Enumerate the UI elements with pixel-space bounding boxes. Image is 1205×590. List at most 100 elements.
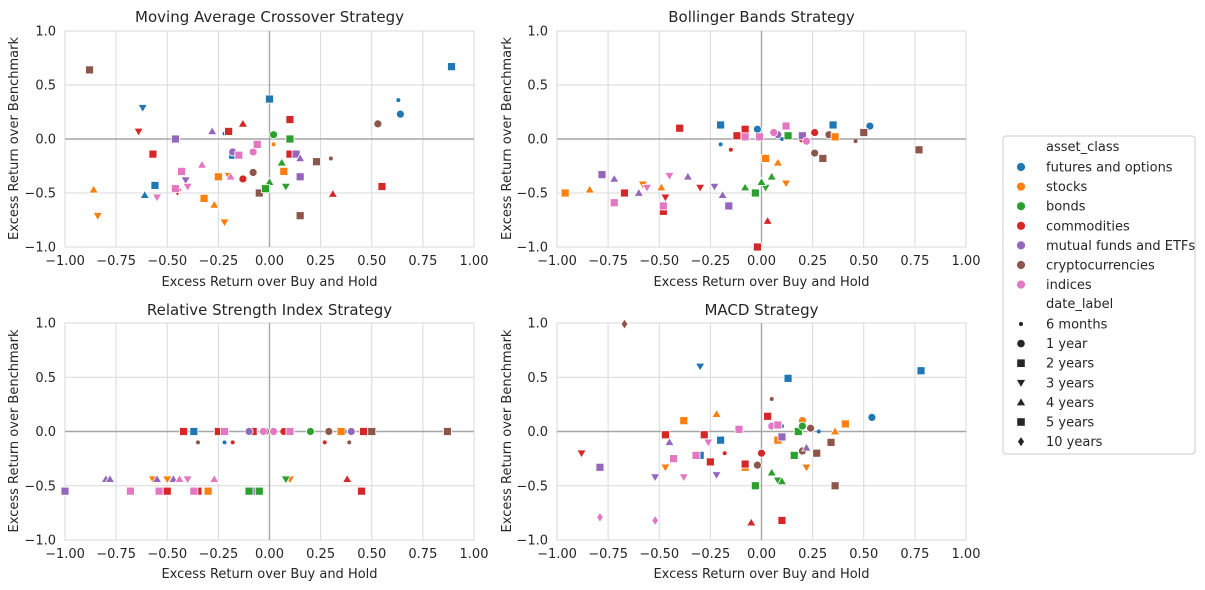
data-point — [295, 172, 305, 182]
data-point — [709, 182, 720, 192]
data-point — [773, 420, 783, 430]
data-point — [171, 134, 180, 144]
data-point — [740, 124, 750, 134]
data-point — [716, 435, 725, 445]
data-point — [162, 486, 172, 496]
y-tick-label: 1.0 — [35, 25, 56, 40]
y-tick-label: −0.5 — [24, 187, 56, 202]
data-point — [324, 427, 334, 436]
data-point — [691, 450, 701, 460]
y-tick-label: 0.0 — [35, 425, 56, 440]
data-point — [798, 421, 807, 431]
data-point — [367, 427, 377, 436]
data-point — [234, 150, 244, 160]
y-tick-label: −0.5 — [516, 187, 548, 202]
data-point — [651, 514, 660, 527]
data-point — [750, 481, 760, 491]
y-axis-label: Excess Return over Benchmark — [7, 329, 22, 532]
legend-marker — [1015, 379, 1027, 389]
data-point — [853, 139, 858, 144]
x-tick-label: 0.50 — [357, 547, 386, 562]
data-point — [196, 159, 208, 169]
scatter-points — [576, 318, 926, 527]
data-point — [810, 148, 820, 158]
x-tick-label: 0.00 — [747, 547, 776, 562]
legend-marker — [1016, 417, 1026, 427]
data-point — [252, 139, 262, 149]
data-point — [285, 115, 295, 124]
legend-label: futures and options — [1046, 161, 1173, 176]
y-tick-label: −1.0 — [24, 534, 56, 549]
data-point — [732, 131, 742, 141]
legend-marker — [1015, 396, 1027, 407]
data-point — [609, 198, 619, 208]
data-point — [244, 427, 254, 436]
data-point — [649, 473, 661, 483]
data-point — [682, 171, 694, 181]
data-point — [641, 183, 653, 193]
legend-label: 3 years — [1046, 376, 1094, 391]
data-point — [85, 65, 94, 75]
data-point — [373, 119, 383, 129]
data-point — [295, 211, 305, 221]
data-point — [220, 427, 229, 436]
x-tick-label: 0.25 — [306, 547, 335, 562]
y-axis-label: Excess Return over Benchmark — [500, 329, 515, 532]
data-point — [801, 463, 812, 473]
y-axis-label: Excess Return over Benchmark — [500, 37, 515, 240]
data-point — [258, 427, 268, 436]
x-tick-label: −0.50 — [639, 547, 679, 562]
data-point — [230, 440, 235, 445]
data-point — [225, 171, 236, 181]
data-point — [783, 373, 793, 383]
legend-swatch — [1016, 162, 1026, 172]
y-tick-label: −0.5 — [516, 479, 548, 494]
data-point — [182, 475, 193, 485]
data-point — [189, 486, 199, 496]
data-point — [280, 475, 292, 485]
data-point — [633, 187, 645, 197]
legend-swatch — [1016, 220, 1026, 231]
y-tick-label: 0.5 — [35, 79, 56, 94]
data-point — [802, 136, 811, 146]
data-point — [359, 427, 368, 436]
data-point — [576, 449, 587, 459]
x-tick-label: −0.75 — [588, 254, 628, 269]
x-tick-label: 0.75 — [900, 547, 929, 562]
y-tick-label: 1.0 — [35, 317, 56, 332]
data-point — [660, 430, 670, 440]
data-point — [806, 423, 815, 433]
data-point — [336, 427, 346, 436]
y-tick-label: 0.0 — [35, 133, 56, 148]
data-point — [305, 427, 315, 436]
data-point — [724, 201, 734, 211]
data-point — [596, 511, 604, 523]
x-tick-label: −0.50 — [147, 547, 187, 562]
y-tick-label: 0.0 — [527, 425, 548, 440]
data-point — [916, 366, 926, 376]
data-point — [655, 182, 667, 192]
data-point — [914, 145, 924, 155]
data-point — [219, 218, 230, 228]
data-point — [177, 166, 186, 176]
legend-label: 5 years — [1046, 416, 1094, 431]
data-point — [753, 124, 762, 134]
y-tick-label: 0.5 — [527, 79, 548, 94]
scatter-points — [60, 427, 452, 496]
data-point — [753, 242, 762, 252]
data-point — [248, 147, 258, 157]
legend-label: commodities — [1046, 219, 1130, 234]
data-point — [148, 149, 158, 159]
data-point — [777, 432, 787, 442]
x-tick-label: 0.50 — [357, 254, 386, 269]
panel-macd: Excess Return over Buy and Hold Excess R… — [500, 301, 980, 582]
x-tick-label: 1.00 — [460, 254, 489, 269]
data-point — [660, 193, 671, 203]
data-point — [276, 157, 288, 167]
data-point — [151, 473, 163, 483]
x-axis-label: Excess Return over Buy and Hold — [653, 275, 869, 290]
data-point — [801, 442, 812, 452]
x-tick-label: −1.00 — [45, 547, 85, 562]
x-tick-label: 0.00 — [747, 254, 776, 269]
x-tick-label: 0.75 — [408, 547, 437, 562]
